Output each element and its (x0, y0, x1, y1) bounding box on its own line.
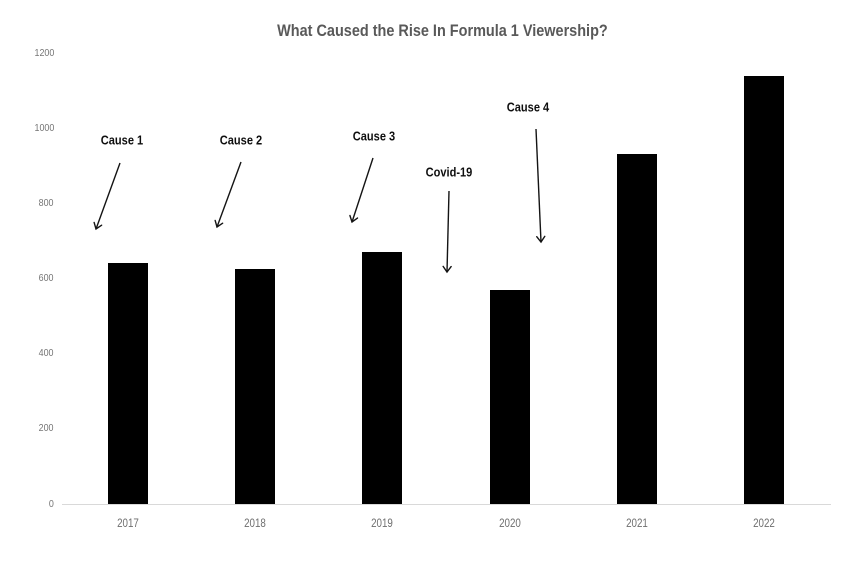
y-tick-text: 1000 (34, 121, 54, 134)
y-tick-text: 0 (49, 497, 54, 510)
y-tick-label-1000: 1000 (31, 122, 54, 135)
x-tick-label-2021: 2021 (624, 517, 650, 531)
annotation-arrow-5 (535, 128, 546, 244)
y-tick-label-600: 600 (36, 272, 54, 285)
x-axis-line (62, 504, 831, 505)
annotation-text: Cause 4 (506, 99, 550, 115)
chart-title: What Caused the Rise In Formula 1 Viewer… (37, 21, 847, 41)
annotation-arrow-4 (442, 190, 452, 274)
bar-2021 (616, 154, 657, 504)
x-tick-text: 2018 (244, 518, 267, 530)
y-tick-label-1200: 1200 (31, 47, 54, 60)
y-tick-text: 800 (39, 196, 54, 209)
annotation-label-5: Cause 4 (503, 100, 553, 115)
x-tick-text: 2020 (498, 518, 521, 530)
x-tick-label-2019: 2019 (370, 517, 396, 531)
bar-2022 (744, 75, 784, 504)
x-tick-text: 2017 (117, 518, 139, 530)
y-tick-text: 400 (39, 347, 54, 360)
annotation-text: Cause 3 (352, 128, 396, 144)
bar-2017 (108, 263, 148, 504)
bar-2020 (489, 289, 530, 504)
annotation-arrow-2 (214, 161, 242, 229)
y-tick-text: 1200 (34, 46, 54, 59)
annotation-label-3: Cause 3 (349, 129, 399, 144)
annotation-arrow-3 (349, 157, 374, 224)
bar-2018 (235, 269, 276, 504)
y-tick-label-200: 200 (36, 422, 54, 435)
annotation-text: Cause 1 (100, 132, 144, 148)
x-tick-text: 2022 (753, 518, 775, 530)
annotation-text: Covid-19 (425, 164, 473, 180)
y-tick-text: 200 (39, 422, 54, 435)
x-tick-text: 2021 (625, 518, 648, 530)
annotation-label-2: Cause 2 (216, 133, 266, 148)
x-tick-label-2017: 2017 (115, 517, 141, 531)
bar-2019 (362, 252, 403, 504)
chart-title-text: What Caused the Rise In Formula 1 Viewer… (276, 21, 608, 40)
annotation-label-4: Covid-19 (422, 165, 477, 180)
annotation-label-1: Cause 1 (97, 133, 147, 148)
y-tick-label-800: 800 (36, 197, 54, 210)
y-tick-text: 600 (39, 272, 54, 284)
x-tick-label-2018: 2018 (242, 517, 268, 531)
annotation-text: Cause 2 (219, 132, 263, 148)
x-tick-label-2022: 2022 (751, 517, 777, 531)
y-tick-label-400: 400 (36, 347, 54, 360)
annotation-arrow-1 (93, 162, 121, 231)
x-tick-label-2020: 2020 (497, 517, 523, 531)
y-tick-label-0: 0 (48, 498, 54, 511)
x-tick-text: 2019 (371, 518, 394, 530)
